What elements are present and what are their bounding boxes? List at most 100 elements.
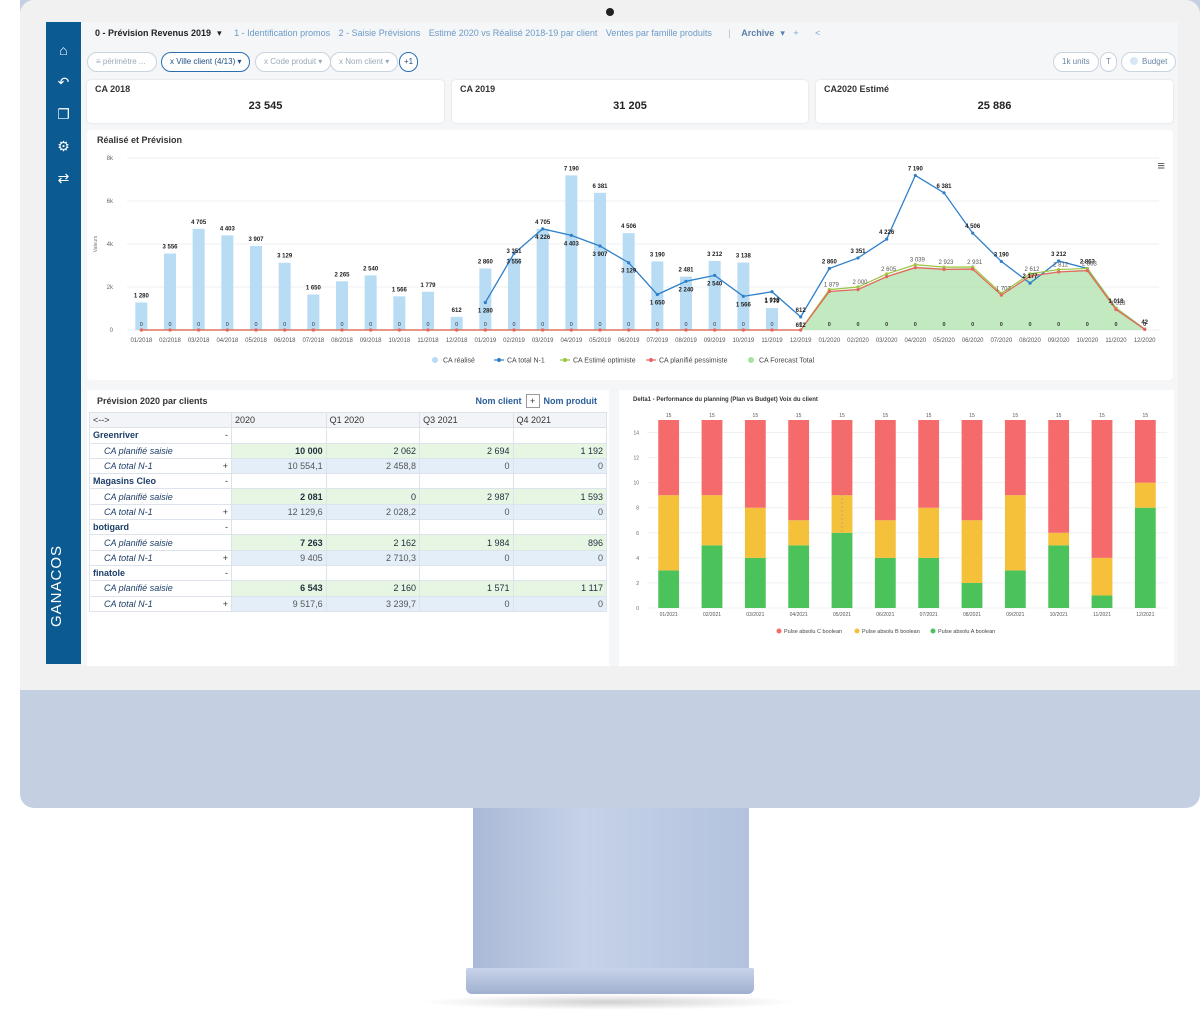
- dimension-product-link[interactable]: Nom produit: [543, 396, 598, 406]
- bar-ca-realise: [335, 281, 349, 330]
- stacked-bar-segment: [918, 507, 940, 558]
- table-cell[interactable]: 896: [512, 534, 608, 551]
- x-tick-label: 04/2020: [904, 338, 926, 344]
- tab-archive[interactable]: Archive: [741, 28, 775, 38]
- group-row[interactable]: Greenriver -: [89, 427, 608, 444]
- expand-toggle[interactable]: +: [222, 552, 228, 563]
- zero-label: 0: [254, 322, 257, 328]
- copy-icon[interactable]: ❐: [57, 106, 70, 122]
- line-point: [598, 328, 602, 332]
- app-screen: 0 - Prévision Revenus 2019 ▾ 1 - Identifi…: [81, 22, 1178, 666]
- table-cell[interactable]: 1 593: [512, 488, 608, 505]
- expand-toggle[interactable]: +: [222, 598, 228, 609]
- table-cell[interactable]: 2 162: [325, 534, 421, 551]
- y-tick-label: 12: [633, 456, 639, 462]
- expand-toggle[interactable]: +: [222, 461, 228, 472]
- back-button[interactable]: <: [815, 28, 821, 38]
- filter-perimeter[interactable]: ≡ périmètre ...: [87, 52, 157, 72]
- add-tab-button[interactable]: +: [793, 28, 799, 38]
- gear-icon[interactable]: ⚙: [57, 138, 70, 154]
- group-name[interactable]: finatole -: [89, 564, 232, 582]
- stacked-bar-segment: [1004, 420, 1026, 496]
- row-label: CA total N-1 +: [89, 457, 232, 475]
- tab-estime-vs-realise[interactable]: Estimé 2020 vs Réalisé 2018-19 par clien…: [428, 28, 598, 38]
- bar-total-label: 15: [666, 413, 672, 419]
- group-name[interactable]: Greenriver -: [89, 427, 232, 444]
- x-tick-label: 07/2020: [990, 338, 1012, 344]
- data-label: 4 705: [191, 220, 207, 226]
- undo-icon[interactable]: ↶: [57, 74, 70, 90]
- group-name[interactable]: Magasins Cleo -: [89, 473, 232, 490]
- zero-label: 0: [828, 322, 831, 328]
- data-label: 6 381: [936, 184, 952, 190]
- table-cell[interactable]: 2 081: [231, 488, 327, 505]
- data-label: 612: [796, 323, 807, 329]
- table-cell[interactable]: 7 263: [231, 534, 327, 551]
- table-cell[interactable]: 2 062: [325, 442, 421, 459]
- data-label: 2 923: [938, 260, 954, 266]
- legend-label: CA Forecast Total: [759, 358, 815, 365]
- menu-icon[interactable]: ≡: [1157, 158, 1165, 173]
- stacked-bar-segment: [918, 557, 940, 608]
- table-cell[interactable]: 1 984: [419, 534, 514, 551]
- x-tick-label: 01/2021: [660, 612, 678, 618]
- filter-client-name[interactable]: x Nom client ▾: [330, 52, 399, 72]
- collapse-toggle[interactable]: -: [225, 568, 228, 579]
- table-cell[interactable]: 2 694: [419, 442, 514, 459]
- chevron-down-icon[interactable]: ▾: [780, 28, 785, 38]
- collapse-toggle[interactable]: -: [225, 522, 228, 533]
- group-row[interactable]: Magasins Cleo -: [89, 473, 608, 490]
- budget-toggle[interactable]: Budget: [1121, 52, 1177, 72]
- x-tick-label: 07/2021: [920, 612, 938, 618]
- expand-icon[interactable]: <-->: [93, 415, 110, 426]
- expand-columns-control[interactable]: <-->: [89, 411, 232, 429]
- collapse-toggle[interactable]: -: [225, 476, 228, 487]
- close-icon[interactable]: x: [339, 57, 346, 66]
- data-label: 3 351: [850, 249, 866, 255]
- tab-identification-promos[interactable]: 1 - Identification promos: [234, 28, 331, 38]
- expand-toggle[interactable]: +: [222, 506, 228, 517]
- swap-icon[interactable]: ⇄: [57, 170, 70, 186]
- group-row[interactable]: botigard -: [89, 519, 608, 536]
- row-label-text: CA total N-1: [104, 461, 153, 472]
- tab-active[interactable]: 0 - Prévision Revenus 2019: [95, 28, 212, 38]
- group-name[interactable]: botigard -: [89, 519, 232, 536]
- table-cell[interactable]: 2 987: [419, 488, 514, 505]
- zero-label: 0: [197, 322, 200, 328]
- tab-saisie-previsions[interactable]: 2 - Saisie Prévisions: [338, 28, 421, 38]
- line-point: [340, 328, 344, 332]
- table-cell[interactable]: 1 192: [512, 442, 608, 459]
- table-cell[interactable]: 6 543: [231, 580, 327, 597]
- line-point: [197, 328, 201, 332]
- chevron-down-icon[interactable]: ▾: [217, 28, 222, 38]
- x-tick-label: 06/2020: [962, 338, 984, 344]
- zero-label: 0: [541, 322, 544, 328]
- chart-title: Delta1 - Performance du planning (Plan v…: [633, 397, 818, 403]
- filter-city[interactable]: x Ville client (4/13) ▾: [161, 52, 251, 72]
- table-cell[interactable]: 1 571: [419, 580, 514, 597]
- data-label: 3 907: [248, 237, 264, 243]
- data-label: 4 705: [535, 220, 551, 226]
- column-header: Q1 2020: [325, 411, 421, 429]
- close-icon[interactable]: x: [170, 57, 177, 66]
- more-filters-button[interactable]: +1: [399, 52, 419, 72]
- dimension-client-link[interactable]: Nom client: [475, 396, 522, 406]
- add-dimension-button[interactable]: +: [525, 394, 540, 408]
- table-cell[interactable]: 2 160: [325, 580, 421, 597]
- table-row: CA planifié saisie 7 263 2 162 1 984 896: [89, 534, 608, 551]
- t-button[interactable]: T: [1100, 52, 1117, 72]
- filter-product-code[interactable]: x Code produit ▾: [255, 52, 332, 72]
- table-cell[interactable]: 0: [325, 488, 421, 505]
- collapse-toggle[interactable]: -: [225, 430, 228, 441]
- column-header: 2020: [231, 411, 327, 429]
- kpi-ca-2020-estime: CA2020 Estimé 25 886: [816, 80, 1173, 123]
- units-button[interactable]: 1k units: [1053, 52, 1099, 72]
- home-icon[interactable]: ⌂: [59, 42, 68, 58]
- close-icon[interactable]: x: [264, 57, 271, 66]
- table-cell: 3 239,7: [325, 595, 421, 612]
- group-row[interactable]: finatole -: [89, 564, 608, 582]
- tab-ventes-famille[interactable]: Ventes par famille produits: [605, 28, 712, 38]
- line-point: [684, 328, 688, 332]
- table-cell[interactable]: 10 000: [231, 442, 327, 459]
- table-cell[interactable]: 1 117: [512, 580, 608, 597]
